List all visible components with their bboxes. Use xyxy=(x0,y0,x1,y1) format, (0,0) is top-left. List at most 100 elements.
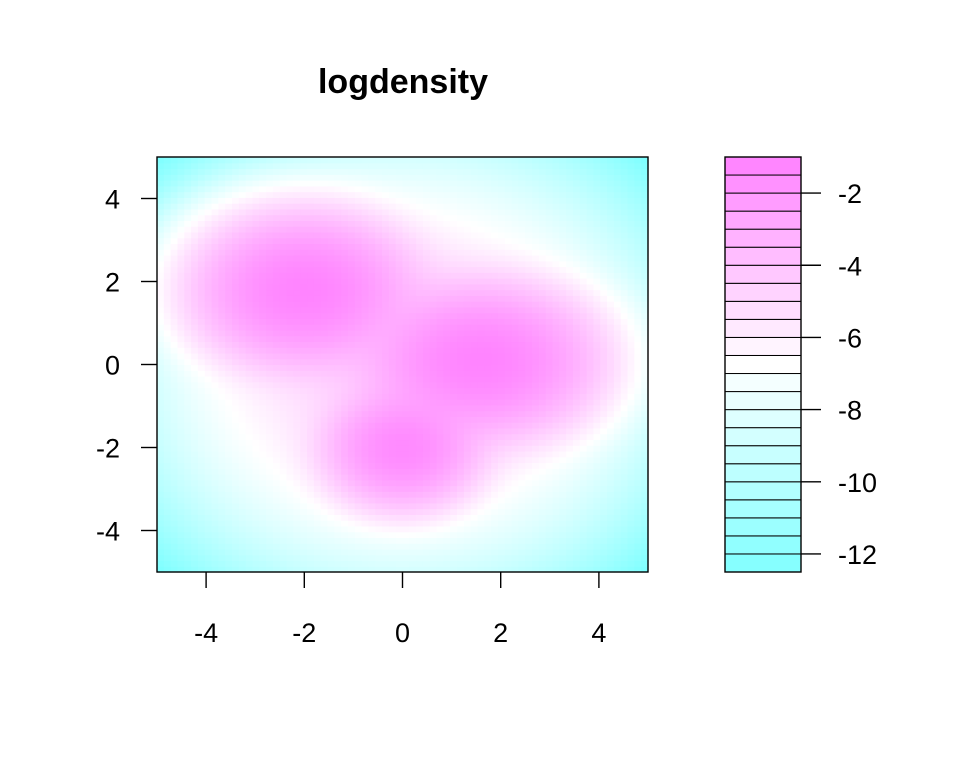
heatmap-cell xyxy=(259,514,267,521)
heatmap-cell xyxy=(395,266,404,273)
heatmap-cell xyxy=(518,560,526,567)
heatmap-cell xyxy=(593,214,601,221)
heatmap-cell xyxy=(395,462,404,469)
heatmap-cell xyxy=(504,231,513,239)
heatmap-cell xyxy=(559,416,567,423)
heatmap-cell xyxy=(252,174,260,181)
heatmap-cell xyxy=(307,208,315,216)
heatmap-cell xyxy=(259,347,267,354)
heatmap-cell xyxy=(518,456,526,464)
heatmap-cell xyxy=(225,468,233,475)
heatmap-cell xyxy=(259,203,267,210)
heatmap-cell xyxy=(443,491,451,498)
heatmap-cell xyxy=(532,341,540,348)
heatmap-cell xyxy=(232,376,240,383)
heatmap-cell xyxy=(375,312,383,319)
heatmap-cell xyxy=(368,301,376,308)
heatmap-cell xyxy=(307,180,315,187)
heatmap-cell xyxy=(354,422,363,429)
heatmap-cell xyxy=(286,376,294,383)
heatmap-cell xyxy=(347,566,356,573)
heatmap-cell xyxy=(204,479,213,487)
heatmap-cell xyxy=(341,548,349,556)
heatmap-cell xyxy=(266,214,274,221)
heatmap-cell xyxy=(313,410,322,417)
heatmap-cell xyxy=(218,243,226,250)
heatmap-cell xyxy=(259,445,267,452)
heatmap-cell xyxy=(313,450,322,458)
heatmap-cell xyxy=(334,312,342,319)
heatmap-cell xyxy=(422,208,431,216)
heatmap-cell xyxy=(361,272,369,279)
heatmap-cell xyxy=(538,497,547,504)
heatmap-cell xyxy=(572,318,581,325)
heatmap-cell xyxy=(566,272,574,279)
heatmap-cell xyxy=(607,347,615,354)
heatmap-cell xyxy=(368,278,376,285)
heatmap-cell xyxy=(525,381,533,389)
heatmap-cell xyxy=(559,352,567,360)
heatmap-cell xyxy=(197,197,206,204)
heatmap-cell xyxy=(511,191,520,198)
heatmap-cell xyxy=(347,266,356,273)
heatmap-cell xyxy=(443,341,451,348)
heatmap-cell xyxy=(313,399,322,406)
heatmap-cell xyxy=(579,566,588,573)
heatmap-cell xyxy=(170,203,179,210)
heatmap-cell xyxy=(388,439,397,446)
heatmap-cell xyxy=(600,329,608,337)
heatmap-cell xyxy=(422,543,431,550)
heatmap-cell xyxy=(497,180,506,187)
heatmap-cell xyxy=(327,381,335,389)
heatmap-cell xyxy=(245,157,254,164)
heatmap-cell xyxy=(266,237,274,245)
heatmap-cell xyxy=(279,404,288,412)
heatmap-cell xyxy=(163,399,172,406)
heatmap-cell xyxy=(532,531,540,539)
heatmap-cell xyxy=(525,347,533,354)
heatmap-cell xyxy=(545,450,554,458)
heatmap-cell xyxy=(497,548,506,556)
heatmap-cell xyxy=(225,272,233,279)
heatmap-cell xyxy=(300,324,308,331)
heatmap-cell xyxy=(334,226,342,233)
heatmap-cell xyxy=(572,491,581,498)
heatmap-cell xyxy=(238,306,247,314)
heatmap-cell xyxy=(450,318,458,325)
heatmap-cell xyxy=(266,278,274,285)
heatmap-cell xyxy=(409,508,417,515)
heatmap-cell xyxy=(422,162,431,170)
heatmap-cell xyxy=(572,422,581,429)
heatmap-cell xyxy=(532,543,540,550)
heatmap-cell xyxy=(409,278,417,285)
heatmap-cell xyxy=(293,168,301,175)
heatmap-cell xyxy=(232,301,240,308)
heatmap-cell xyxy=(457,474,465,481)
heatmap-cell xyxy=(402,231,410,239)
heatmap-cell xyxy=(300,197,308,204)
heatmap-cell xyxy=(368,485,376,492)
heatmap-cell xyxy=(354,254,363,262)
heatmap-cell xyxy=(191,197,199,204)
heatmap-cell xyxy=(497,497,506,504)
heatmap-cell xyxy=(545,410,554,417)
heatmap-cell xyxy=(450,410,458,417)
heatmap-cell xyxy=(170,520,179,527)
heatmap-cell xyxy=(457,497,465,504)
heatmap-cell xyxy=(484,329,492,337)
heatmap-cell xyxy=(518,525,526,533)
heatmap-cell xyxy=(470,370,479,377)
heatmap-cell xyxy=(470,514,479,521)
heatmap-cell xyxy=(218,208,226,216)
heatmap-cell xyxy=(382,468,390,475)
heatmap-cell xyxy=(232,393,240,400)
heatmap-cell xyxy=(272,341,281,348)
heatmap-cell xyxy=(245,404,254,412)
heatmap-cell xyxy=(620,283,629,291)
heatmap-cell xyxy=(225,341,233,348)
heatmap-cell xyxy=(613,283,622,291)
heatmap-cell xyxy=(477,295,485,302)
heatmap-cell xyxy=(559,520,567,527)
heatmap-cell xyxy=(204,554,213,562)
heatmap-cell xyxy=(361,520,369,527)
